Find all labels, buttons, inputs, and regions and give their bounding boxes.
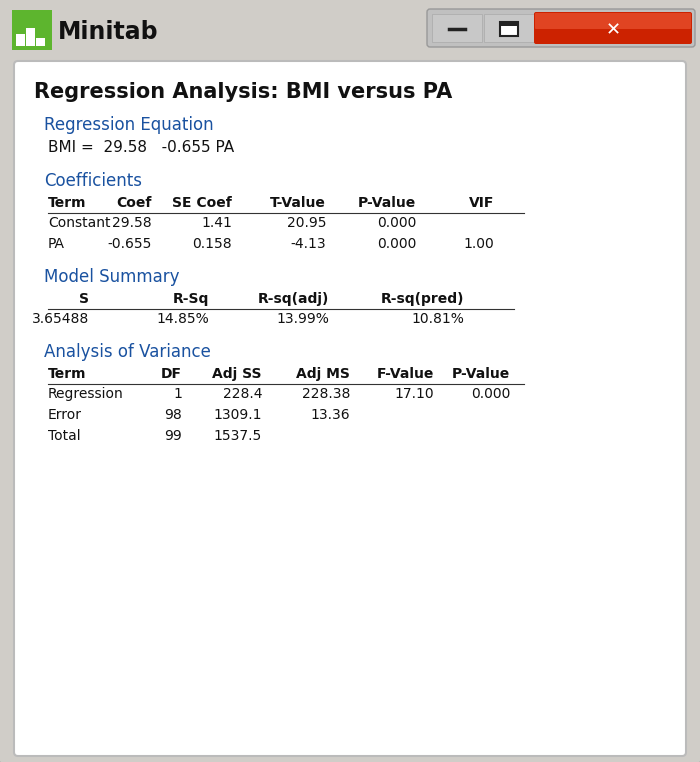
Text: PA: PA (48, 237, 65, 251)
Text: 0.158: 0.158 (193, 237, 232, 251)
Text: Constant: Constant (48, 216, 111, 230)
FancyBboxPatch shape (535, 13, 691, 29)
Text: Coefficients: Coefficients (44, 172, 142, 190)
FancyBboxPatch shape (14, 61, 686, 756)
Text: Adj MS: Adj MS (296, 367, 350, 381)
Text: P-Value: P-Value (358, 196, 416, 210)
Text: 0.000: 0.000 (377, 216, 416, 230)
Text: 1.41: 1.41 (201, 216, 232, 230)
FancyBboxPatch shape (534, 12, 692, 44)
Text: Term: Term (48, 367, 87, 381)
Text: Regression: Regression (48, 387, 124, 401)
Text: Model Summary: Model Summary (44, 268, 179, 286)
Text: R-Sq: R-Sq (173, 292, 209, 306)
Text: VIF: VIF (468, 196, 494, 210)
FancyBboxPatch shape (0, 0, 700, 66)
Text: S: S (79, 292, 89, 306)
Text: 1309.1: 1309.1 (214, 408, 262, 422)
Text: BMI =  29.58   -0.655 PA: BMI = 29.58 -0.655 PA (48, 140, 234, 155)
Text: P-Value: P-Value (452, 367, 510, 381)
Bar (484, 14, 534, 42)
Text: Analysis of Variance: Analysis of Variance (44, 343, 211, 361)
Text: R-sq(pred): R-sq(pred) (381, 292, 464, 306)
Bar (36, 38, 45, 46)
Text: Minitab: Minitab (58, 20, 159, 44)
Text: Term: Term (48, 196, 87, 210)
Bar (3, 40, 697, 62)
Text: 1: 1 (173, 387, 182, 401)
Text: 17.10: 17.10 (394, 387, 434, 401)
Text: 14.85%: 14.85% (156, 312, 209, 326)
Text: Regression Equation: Regression Equation (44, 116, 214, 134)
Text: 13.36: 13.36 (310, 408, 350, 422)
Text: 0.000: 0.000 (377, 237, 416, 251)
Text: 1.00: 1.00 (463, 237, 494, 251)
Text: Coef: Coef (117, 196, 152, 210)
Text: 13.99%: 13.99% (276, 312, 329, 326)
Text: 99: 99 (164, 429, 182, 443)
Text: -4.13: -4.13 (290, 237, 326, 251)
Text: ✕: ✕ (606, 21, 621, 39)
Bar (500, 22, 518, 36)
Text: 20.95: 20.95 (286, 216, 326, 230)
Bar (500, 22, 518, 26)
Bar (432, 14, 482, 42)
Text: -0.655: -0.655 (108, 237, 152, 251)
Text: 98: 98 (164, 408, 182, 422)
Text: 10.81%: 10.81% (411, 312, 464, 326)
Text: 0.000: 0.000 (470, 387, 510, 401)
Text: Total: Total (48, 429, 80, 443)
Text: Regression Analysis: BMI versus PA: Regression Analysis: BMI versus PA (34, 82, 452, 102)
Text: Error: Error (48, 408, 82, 422)
Text: 228.38: 228.38 (302, 387, 350, 401)
Text: 228.4: 228.4 (223, 387, 262, 401)
Text: 3.65488: 3.65488 (32, 312, 89, 326)
Bar (26, 28, 35, 46)
FancyBboxPatch shape (427, 9, 695, 47)
Text: 1537.5: 1537.5 (214, 429, 262, 443)
Text: F-Value: F-Value (377, 367, 434, 381)
Text: R-sq(adj): R-sq(adj) (258, 292, 329, 306)
Text: SE Coef: SE Coef (172, 196, 232, 210)
Text: T-Value: T-Value (270, 196, 326, 210)
Text: DF: DF (161, 367, 182, 381)
FancyBboxPatch shape (12, 10, 52, 50)
Bar (16, 34, 25, 46)
Text: Adj SS: Adj SS (213, 367, 262, 381)
Text: 29.58: 29.58 (113, 216, 152, 230)
